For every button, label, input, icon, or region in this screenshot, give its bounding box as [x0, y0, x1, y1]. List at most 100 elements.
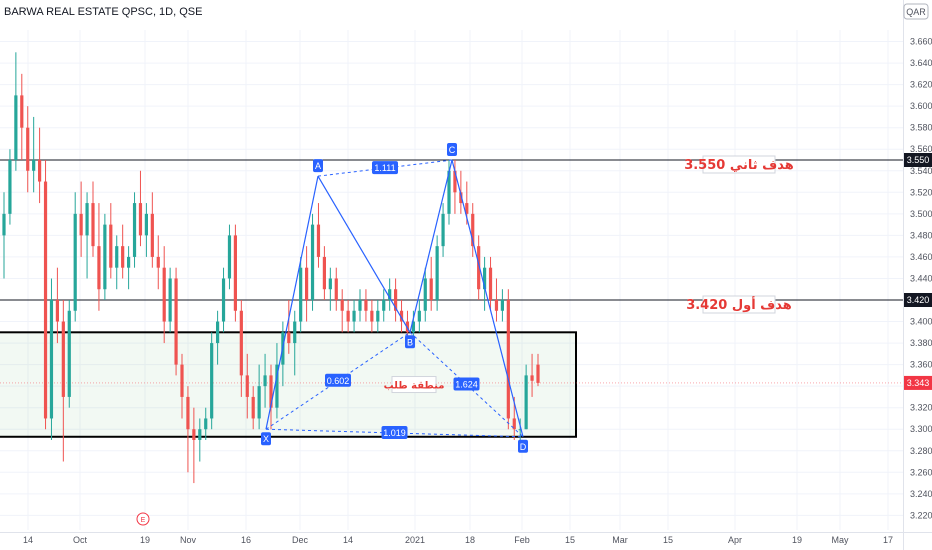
candle — [121, 224, 125, 279]
candle — [370, 300, 374, 333]
candle — [162, 246, 166, 344]
y-tick-label: 3.220 — [910, 510, 932, 520]
candle — [245, 353, 249, 419]
candle — [399, 300, 404, 333]
candle — [358, 289, 362, 322]
candle — [299, 256, 303, 333]
candle — [257, 364, 261, 430]
candle — [144, 203, 148, 257]
candle — [204, 407, 208, 440]
candle-body — [210, 343, 214, 419]
y-tick-label: 3.300 — [910, 424, 932, 434]
time-axis[interactable]: 14 Oct 19 Nov 16 Dec 14 2021 18 Feb 15 Mar 15 Apr 19 Ma… — [0, 532, 932, 546]
ratio-label: 1.111 — [372, 161, 398, 175]
ratio-label: 1.624 — [453, 377, 480, 391]
y-tick-label: 3.320 — [910, 403, 932, 413]
candle — [506, 289, 510, 430]
candle — [346, 300, 350, 333]
x-tick-label: Feb — [514, 535, 530, 545]
candle-body — [310, 224, 315, 300]
candle — [97, 203, 101, 311]
candle-body — [423, 278, 427, 311]
earnings-letter: E — [141, 517, 146, 524]
candle — [210, 332, 214, 430]
price-label-text: 3.420 — [907, 295, 930, 305]
candle-body — [61, 321, 65, 397]
currency-badge[interactable]: QAR — [903, 3, 929, 20]
candle — [524, 364, 528, 430]
ratio-label-bg — [325, 373, 351, 387]
y-tick-label: 3.480 — [910, 230, 932, 240]
x-tick-label: 19 — [792, 535, 802, 545]
candle — [471, 203, 475, 257]
x-tick-label: 15 — [663, 535, 673, 545]
candle — [429, 256, 433, 311]
candle-body — [2, 213, 6, 236]
candle — [293, 310, 297, 376]
pattern-point-bg — [518, 439, 528, 453]
y-tick-label: 3.660 — [910, 37, 932, 47]
candle-body — [132, 203, 137, 257]
candle — [8, 149, 12, 225]
target-label: هدف ثاني 3.550 — [684, 155, 794, 174]
x-tick-label: Apr — [728, 535, 742, 545]
ratio-label-bg — [372, 161, 398, 175]
x-tick-label: Oct — [73, 535, 88, 545]
target-label-text: هدف أول 3.420 — [686, 296, 792, 313]
ratio-label-text: 1.624 — [455, 380, 478, 390]
candle-body — [388, 289, 392, 300]
demand-zone — [0, 331, 577, 438]
candle — [2, 192, 6, 279]
candle-body — [334, 278, 338, 300]
candle — [530, 353, 534, 397]
candle-body — [483, 267, 487, 290]
y-tick-label: 3.540 — [910, 166, 932, 176]
x-tick-label: 2021 — [405, 535, 425, 545]
x-tick-label: May — [831, 535, 849, 545]
pattern-point-label: B — [407, 337, 413, 347]
candle-body — [257, 386, 261, 419]
candle-body — [109, 224, 113, 268]
candle-body — [358, 300, 362, 311]
candle — [233, 224, 237, 322]
x-tick-label: Nov — [180, 535, 197, 545]
candle — [85, 192, 89, 279]
earnings-icon — [136, 512, 150, 526]
candle — [216, 310, 220, 365]
candle — [435, 235, 439, 311]
candle — [488, 256, 493, 311]
candle-body — [144, 213, 148, 236]
candle-body — [245, 375, 249, 397]
y-tick-label: 3.460 — [910, 252, 932, 262]
earnings-marker: E — [136, 512, 150, 526]
price-axis[interactable]: 3.2203.2403.2603.2803.3003.3203.3403.360… — [903, 0, 932, 550]
candle-body — [162, 267, 166, 322]
candle-body — [500, 300, 504, 311]
candle — [49, 278, 54, 440]
candle-body — [233, 235, 237, 311]
candle — [334, 267, 338, 311]
candle — [174, 267, 178, 376]
y-tick-label: 3.620 — [910, 80, 932, 90]
candle-body — [49, 300, 54, 419]
candle — [251, 386, 255, 430]
candle-body — [316, 224, 321, 257]
ratio-label-bg — [381, 426, 408, 439]
candle-body — [293, 321, 297, 344]
candle-body — [477, 246, 481, 290]
candle-body — [346, 310, 350, 322]
candle — [180, 353, 184, 419]
candle-body — [447, 170, 451, 214]
ratio-label-text: 1.019 — [383, 428, 406, 438]
pattern-point-label: C — [449, 145, 456, 155]
candle — [103, 213, 107, 300]
x-tick-label: 17 — [883, 535, 893, 545]
candle-body — [127, 256, 131, 268]
candle — [43, 160, 48, 430]
candle-body — [263, 375, 267, 387]
pattern-point-bg — [405, 335, 415, 349]
candle — [67, 300, 71, 408]
candle — [61, 300, 65, 462]
y-tick-label: 3.360 — [910, 360, 932, 370]
